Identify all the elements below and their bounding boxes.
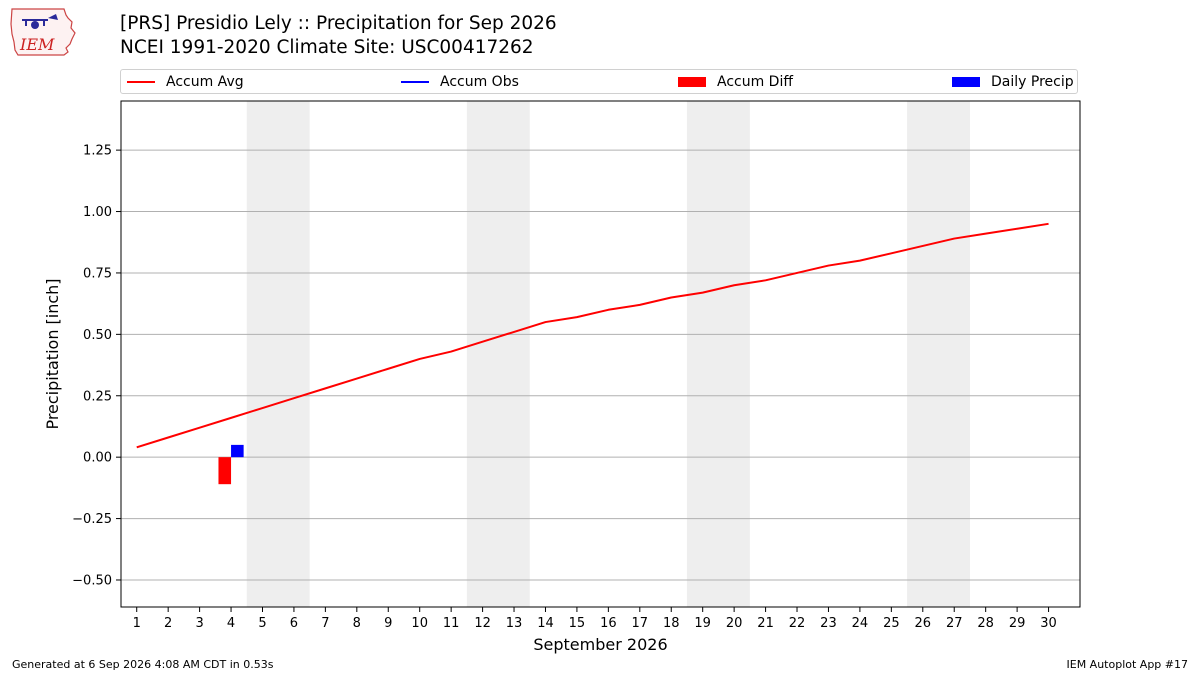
x-tick-label: 20 <box>726 616 743 631</box>
plot-frame <box>120 100 1081 608</box>
x-tick-label: 18 <box>663 616 680 631</box>
x-tick-label: 21 <box>757 616 774 631</box>
iem-logo: IEM <box>8 6 80 58</box>
x-tick-label: 6 <box>290 616 298 631</box>
y-tick-label: 0.75 <box>83 266 112 281</box>
legend-label: Daily Precip <box>991 73 1074 90</box>
y-tick-label: 0.50 <box>83 328 112 343</box>
x-tick-label: 23 <box>820 616 837 631</box>
x-tick-label: 26 <box>915 616 932 631</box>
x-tick-label: 27 <box>946 616 963 631</box>
x-tick-label: 28 <box>977 616 994 631</box>
weekend-shade <box>466 101 530 607</box>
legend-label: Accum Avg <box>166 73 244 90</box>
legend-item-accum-diff: Accum Diff <box>678 70 793 93</box>
x-tick-label: 14 <box>537 616 554 631</box>
x-tick-label: 3 <box>195 616 203 631</box>
x-tick-label: 2 <box>164 616 172 631</box>
legend-label: Accum Diff <box>717 73 794 90</box>
accum-diff-bar <box>218 457 232 485</box>
x-tick-label: 9 <box>384 616 392 631</box>
x-tick-label: 13 <box>506 616 523 631</box>
weekend-shade <box>907 101 970 607</box>
legend: Accum Avg Accum Obs Accum Diff Daily Pre… <box>120 69 1078 94</box>
x-tick-label: 25 <box>883 616 900 631</box>
x-tick-label: 8 <box>353 616 361 631</box>
y-tick-label: 1.25 <box>83 144 112 159</box>
y-tick-label: −0.25 <box>72 512 112 527</box>
x-tick-label: 29 <box>1009 616 1026 631</box>
x-tick-label: 10 <box>411 616 428 631</box>
x-tick-label: 1 <box>133 616 141 631</box>
legend-swatch <box>127 80 155 83</box>
x-tick-label: 4 <box>227 616 235 631</box>
x-tick-label: 30 <box>1040 616 1057 631</box>
x-tick-label: 7 <box>321 616 329 631</box>
y-axis-label: Precipitation [inch] <box>43 278 62 429</box>
daily-precip-bar <box>231 444 244 458</box>
x-tick-label: 24 <box>852 616 869 631</box>
x-tick-label: 19 <box>694 616 711 631</box>
y-tick-label: −0.50 <box>72 573 112 588</box>
y-tick-label: 1.00 <box>83 205 112 220</box>
x-tick-label: 16 <box>600 616 617 631</box>
chart-subtitle: NCEI 1991-2020 Climate Site: USC00417262 <box>120 37 534 58</box>
x-tick-label: 15 <box>569 616 586 631</box>
x-tick-label: 11 <box>443 616 460 631</box>
y-tick-label: 0.00 <box>83 451 112 466</box>
x-tick-label: 22 <box>789 616 806 631</box>
legend-swatch <box>678 76 706 87</box>
x-axis-label: September 2026 <box>533 635 667 654</box>
legend-swatch <box>401 80 429 83</box>
x-tick-label: 17 <box>632 616 649 631</box>
legend-swatch <box>952 76 980 87</box>
legend-item-accum-obs: Accum Obs <box>401 70 519 93</box>
x-tick-label: 5 <box>258 616 266 631</box>
legend-item-daily-precip: Daily Precip <box>952 70 1074 93</box>
x-tick-label: 12 <box>474 616 491 631</box>
legend-item-accum-avg: Accum Avg <box>127 70 244 93</box>
app-label: IEM Autoplot App #17 <box>1066 658 1189 671</box>
weekend-shade <box>246 101 310 607</box>
y-tick-label: 0.25 <box>83 389 112 404</box>
generated-note: Generated at 6 Sep 2026 4:08 AM CDT in 0… <box>12 658 274 671</box>
accum-avg-line <box>136 222 1049 449</box>
weekend-shade <box>686 101 750 607</box>
logo-text: IEM <box>19 35 55 54</box>
chart-title: [PRS] Presidio Lely :: Precipitation for… <box>120 13 557 34</box>
legend-label: Accum Obs <box>440 73 519 90</box>
